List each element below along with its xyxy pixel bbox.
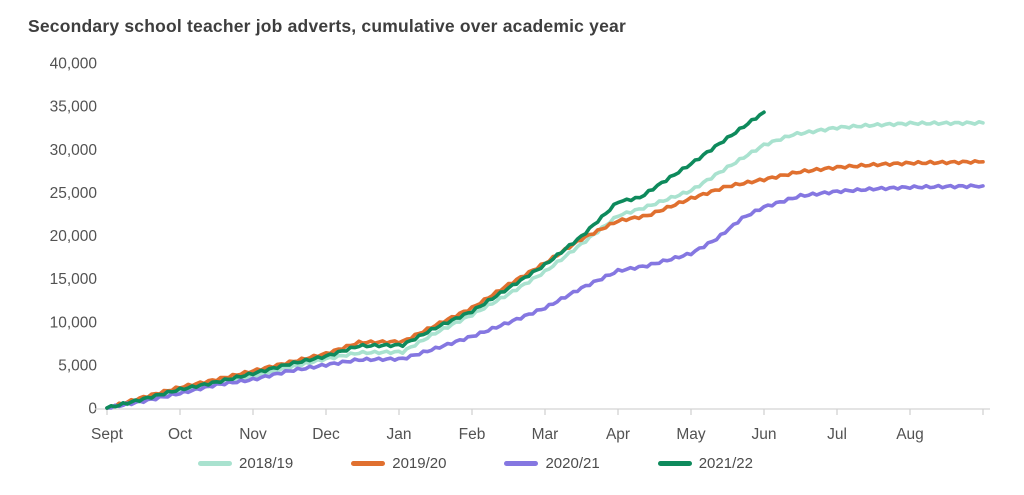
y-axis-tick-label: 0 — [88, 401, 97, 418]
x-axis-tick-label: Dec — [312, 426, 340, 443]
legend-item-2018-19: 2018/19 — [198, 455, 293, 472]
series-line-2019-20 — [105, 159, 985, 410]
x-axis-tick-label: Nov — [239, 426, 267, 443]
legend-swatch-icon — [504, 461, 539, 466]
legend-swatch-icon — [351, 461, 386, 466]
y-axis-tick-label: 10,000 — [50, 314, 98, 331]
x-axis-tick-label: Apr — [606, 426, 630, 443]
y-axis-tick-label: 25,000 — [50, 185, 98, 202]
legend-label: 2019/20 — [392, 455, 447, 472]
y-axis-tick-label: 15,000 — [50, 271, 98, 288]
y-axis-tick-label: 5,000 — [58, 357, 97, 374]
x-axis-tick-label: Sept — [91, 426, 124, 443]
y-axis-tick-label: 20,000 — [50, 228, 98, 245]
y-axis-tick-label: 40,000 — [50, 56, 98, 73]
legend-item-2019-20: 2019/20 — [351, 455, 446, 472]
y-axis-tick-label: 35,000 — [50, 99, 98, 116]
legend-label: 2020/21 — [545, 455, 600, 472]
x-axis-tick-label: Jan — [387, 426, 412, 443]
legend-item-2021-22: 2021/22 — [657, 455, 753, 472]
legend-swatch-icon — [657, 461, 692, 466]
x-axis-tick-label: Oct — [168, 426, 193, 443]
chart-legend: 2018/19 2019/20 2020/21 2021/22 — [198, 455, 753, 472]
series-line-2020-21 — [105, 183, 985, 410]
x-axis-tick-label: Aug — [896, 426, 924, 443]
x-axis-tick-label: Jul — [827, 426, 847, 443]
legend-label: 2021/22 — [698, 455, 753, 472]
legend-swatch-icon — [198, 461, 232, 466]
x-axis-tick-label: Mar — [532, 426, 559, 443]
x-axis-tick-label: Jun — [752, 426, 777, 443]
x-axis-tick-label: May — [676, 426, 706, 443]
chart-title: Secondary school teacher job adverts, cu… — [28, 16, 626, 36]
series-line-2021-22 — [105, 110, 766, 410]
legend-item-2020-21: 2020/21 — [504, 455, 600, 472]
y-axis-tick-label: 30,000 — [50, 142, 98, 159]
legend-label: 2018/19 — [239, 455, 294, 472]
x-axis-tick-label: Feb — [459, 426, 486, 443]
